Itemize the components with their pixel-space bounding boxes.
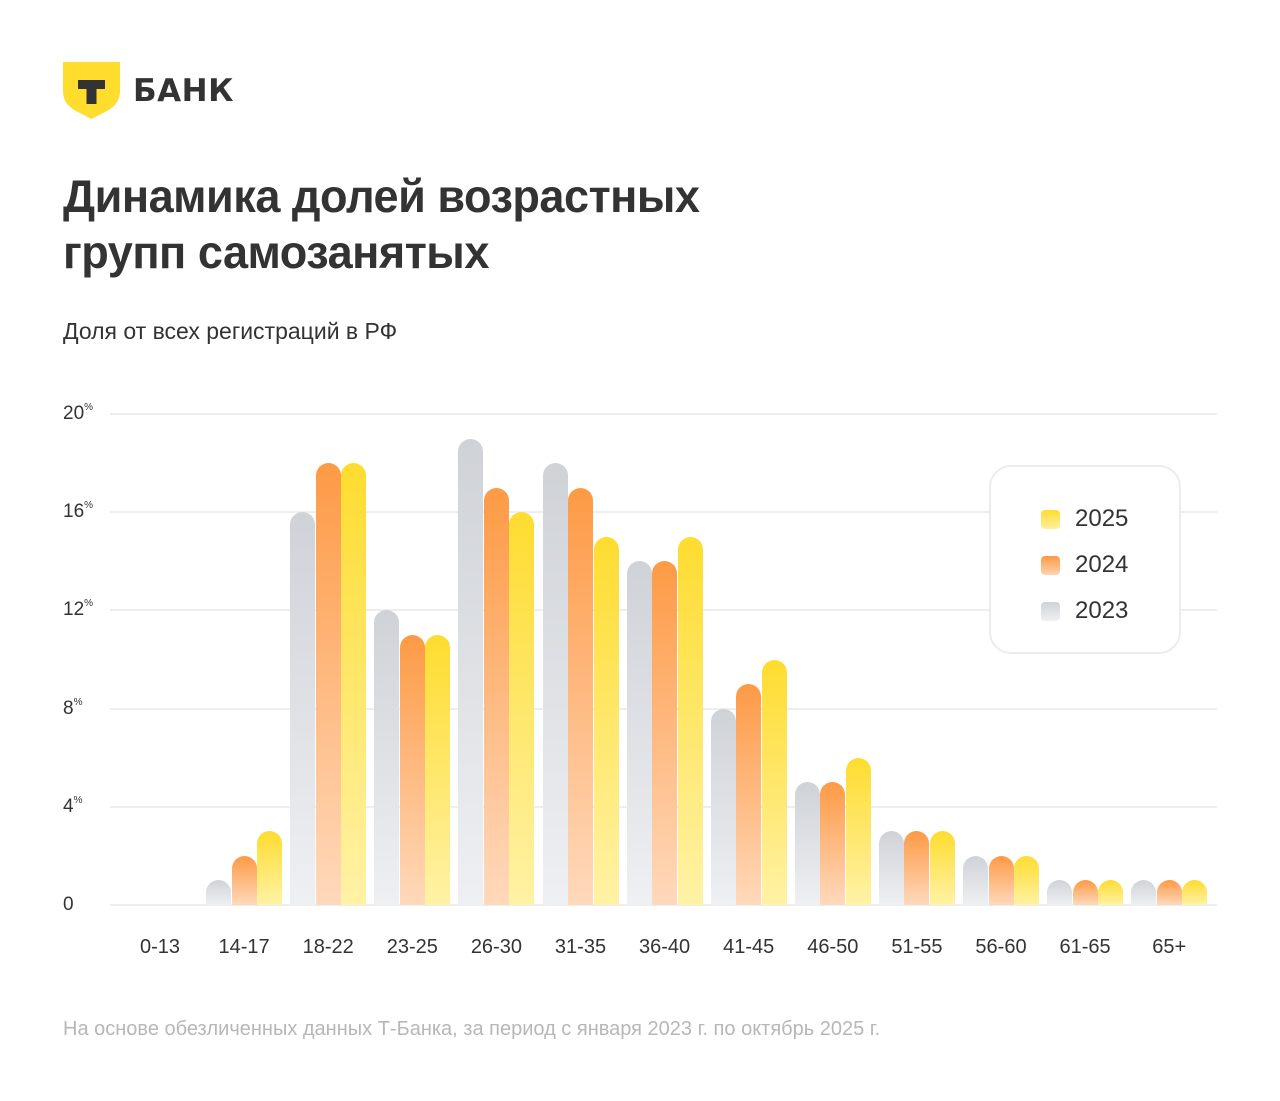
bar-2024-18-22: [315, 463, 341, 905]
x-tick-label: 65+: [1152, 936, 1187, 958]
bar-2024-41-45: [736, 684, 762, 905]
bar-2023-36-40: [626, 561, 652, 905]
legend-item-2023: 2023: [1041, 597, 1128, 625]
chart-legend: 2025 2024 2023: [989, 465, 1181, 654]
gridline: [110, 511, 1217, 514]
legend-label: 2024: [1075, 551, 1129, 578]
x-tick-label: 0-13: [139, 936, 181, 958]
legend-swatch-2025: [1041, 509, 1060, 529]
bar-2023-61-65: [1047, 880, 1073, 905]
bar-2024-26-30: [483, 487, 509, 905]
x-tick-label: 46-50: [807, 936, 859, 958]
bar-2023-26-30: [458, 438, 484, 905]
bar-2025-41-45: [761, 659, 787, 905]
y-tick-label: 8%: [63, 696, 83, 719]
bar-2024-46-50: [820, 782, 846, 905]
gridline: [110, 413, 1217, 415]
y-tick-label: 20%: [63, 402, 94, 424]
gridline: [110, 904, 1217, 906]
bar-2025-56-60: [1014, 855, 1039, 905]
bar-2023-41-45: [710, 708, 736, 905]
brand-logo: БАНК: [63, 62, 234, 120]
bar-2024-61-65: [1072, 880, 1098, 905]
legend-label: 2023: [1075, 597, 1129, 624]
bar-2023-51-55: [878, 831, 904, 905]
bar-2024-14-17: [231, 855, 257, 905]
brand-name: БАНК: [133, 72, 234, 109]
bar-2024-65+: [1156, 880, 1182, 905]
x-tick-label: 41-45: [723, 936, 775, 958]
x-tick-label: 18-22: [302, 936, 354, 958]
bar-2025-46-50: [845, 757, 871, 905]
legend-swatch-2023: [1041, 601, 1060, 621]
bar-2025-65+: [1182, 880, 1208, 905]
bar-2024-31-35: [568, 487, 593, 905]
footnote: На основе обезличенных данных Т-Банка, з…: [63, 1018, 881, 1040]
bar-chart: 20% 16% 12% 8% 4% 0 0-13 14-17 18-22 23-25 26-30 31…: [63, 402, 1217, 958]
bar-2023-18-22: [290, 512, 316, 905]
y-tick-label: 4%: [63, 794, 83, 817]
x-tick-label: 51-55: [891, 936, 943, 958]
x-tick-label: 61-65: [1059, 936, 1111, 958]
legend-swatch-2024: [1041, 555, 1060, 575]
bar-2023-56-60: [963, 855, 988, 905]
y-tick-label: 16%: [63, 500, 94, 523]
bar-2023-46-50: [794, 782, 820, 905]
bar-2025-61-65: [1098, 880, 1124, 905]
bar-2024-36-40: [652, 561, 678, 905]
legend-item-2025: 2025: [1041, 505, 1128, 533]
x-tick-label: 26-30: [470, 936, 522, 958]
title-line-1: Динамика долей возрастных: [63, 170, 700, 222]
bar-2023-14-17: [206, 880, 232, 905]
bar-2025-31-35: [593, 536, 619, 905]
page-title: Динамика долей возрастных групп самозаня…: [63, 168, 700, 280]
x-tick-label: 31-35: [554, 936, 607, 958]
chart-subtitle: Доля от всех регистраций в РФ: [63, 318, 398, 344]
x-tick-label: 23-25: [386, 936, 438, 958]
bar-2024-51-55: [904, 831, 930, 905]
x-tick-label: 56-60: [975, 936, 1027, 958]
bar-2025-14-17: [257, 831, 283, 905]
y-tick-label: 12%: [63, 598, 94, 621]
bar-2023-23-25: [374, 610, 400, 905]
bar-2023-65+: [1131, 880, 1157, 905]
bar-2025-18-22: [341, 463, 367, 905]
bar-2025-36-40: [677, 536, 703, 905]
bar-2023-31-35: [542, 463, 568, 905]
legend-item-2024: 2024: [1041, 551, 1128, 579]
bar-2025-51-55: [929, 831, 955, 905]
title-line-2: групп самозанятых: [63, 226, 489, 278]
bar-2024-56-60: [988, 855, 1014, 905]
t-bank-shield-icon: [63, 62, 120, 119]
x-tick-label: 14-17: [218, 936, 270, 958]
bar-2025-26-30: [509, 512, 535, 905]
bar-2024-23-25: [399, 634, 425, 905]
x-tick-label: 36-40: [639, 936, 691, 958]
y-tick-label: 0: [63, 894, 74, 915]
legend-label: 2025: [1075, 505, 1129, 532]
bar-2025-23-25: [425, 634, 451, 905]
